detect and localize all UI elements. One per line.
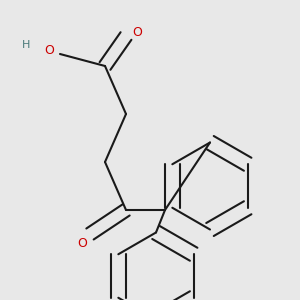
Text: O: O — [77, 237, 87, 250]
Text: H: H — [22, 40, 30, 50]
Text: O: O — [132, 26, 142, 40]
Text: O: O — [44, 44, 54, 58]
